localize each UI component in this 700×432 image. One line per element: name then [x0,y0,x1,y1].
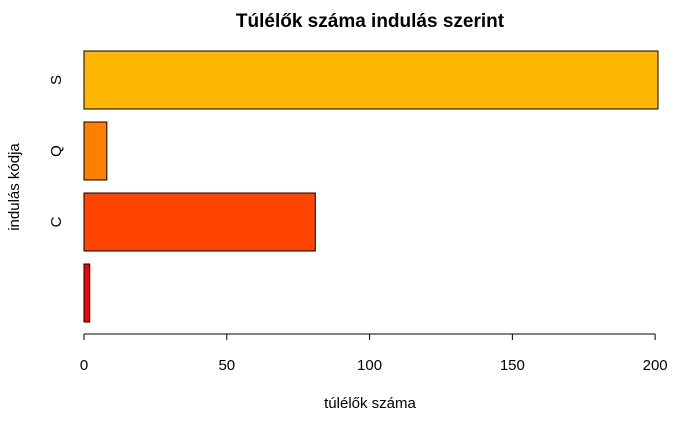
chart-title: Túlélők száma indulás szerint [236,11,505,32]
x-tick-label: 100 [357,357,382,374]
x-tick-label: 200 [643,357,668,374]
x-tick-label: 0 [80,357,88,374]
bar-C [83,192,316,252]
y-axis-label: indulás kódja [6,143,23,231]
bar-S [83,50,659,110]
y-tick-label: Q [48,145,65,157]
y-tick-label: S [48,75,65,85]
y-tick-label: C [48,216,65,227]
bar-blank [83,263,91,323]
y-tick-labels: C Q S [48,75,65,227]
bar-Q [83,121,108,181]
x-axis: 0 50 100 150 200 [80,333,668,374]
bars-group [83,50,659,323]
x-tick-label: 50 [218,357,235,374]
x-tick-label: 150 [500,357,525,374]
x-axis-label: túlélők száma [324,395,416,412]
